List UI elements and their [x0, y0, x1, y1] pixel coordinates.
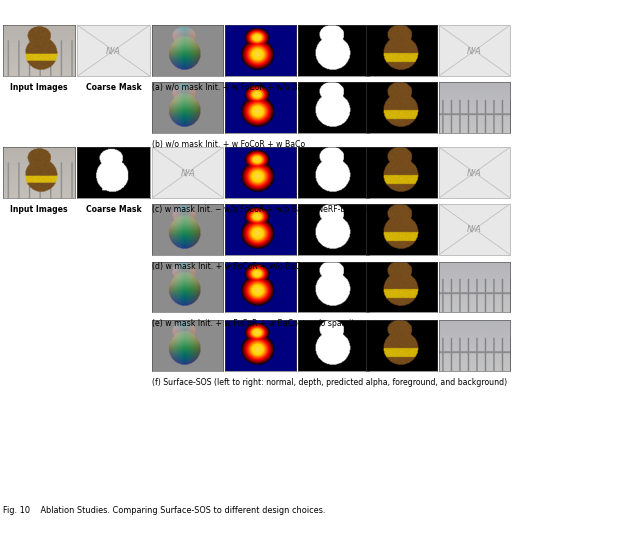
Bar [439, 147, 510, 198]
Text: Coarse Mask: Coarse Mask [86, 83, 141, 92]
Text: N/A: N/A [467, 46, 482, 55]
Text: Coarse Mask: Coarse Mask [86, 205, 141, 214]
Bar [77, 25, 150, 76]
Bar [439, 204, 510, 255]
Text: N/A: N/A [467, 225, 482, 234]
Text: Input Images: Input Images [10, 205, 68, 214]
Text: (b) w/o mask Init. + w FoCoR + w BaCo: (b) w/o mask Init. + w FoCoR + w BaCo [152, 140, 305, 149]
Text: N/A: N/A [467, 168, 482, 177]
Text: (a) w/o mask Init. + w FoCoR + w/o BaCo: (a) w/o mask Init. + w FoCoR + w/o BaCo [152, 83, 313, 92]
Text: N/A: N/A [180, 168, 195, 177]
Bar [439, 25, 510, 76]
Text: Input Images: Input Images [10, 83, 68, 92]
Text: (f) Surface-SOS (left to right: normal, depth, predicted alpha, foreground, and : (f) Surface-SOS (left to right: normal, … [152, 378, 508, 387]
Text: Fig. 10    Ablation Studies. Comparing Surface-SOS to different design choices.: Fig. 10 Ablation Studies. Comparing Surf… [3, 506, 325, 515]
Text: N/A: N/A [106, 46, 121, 55]
Text: (c) w mask Init. − w/o FoCoR + w/o BaCo (NeRF-based): (c) w mask Init. − w/o FoCoR + w/o BaCo … [152, 205, 367, 214]
Text: (e) w mask Init. + w FoCoR + w BaCo +  w/o sparsity: (e) w mask Init. + w FoCoR + w BaCo + w/… [152, 319, 359, 328]
Text: (d) w mask Init. + w FoCoR + w/o BaCo: (d) w mask Init. + w FoCoR + w/o BaCo [152, 262, 305, 271]
Bar [152, 147, 223, 198]
